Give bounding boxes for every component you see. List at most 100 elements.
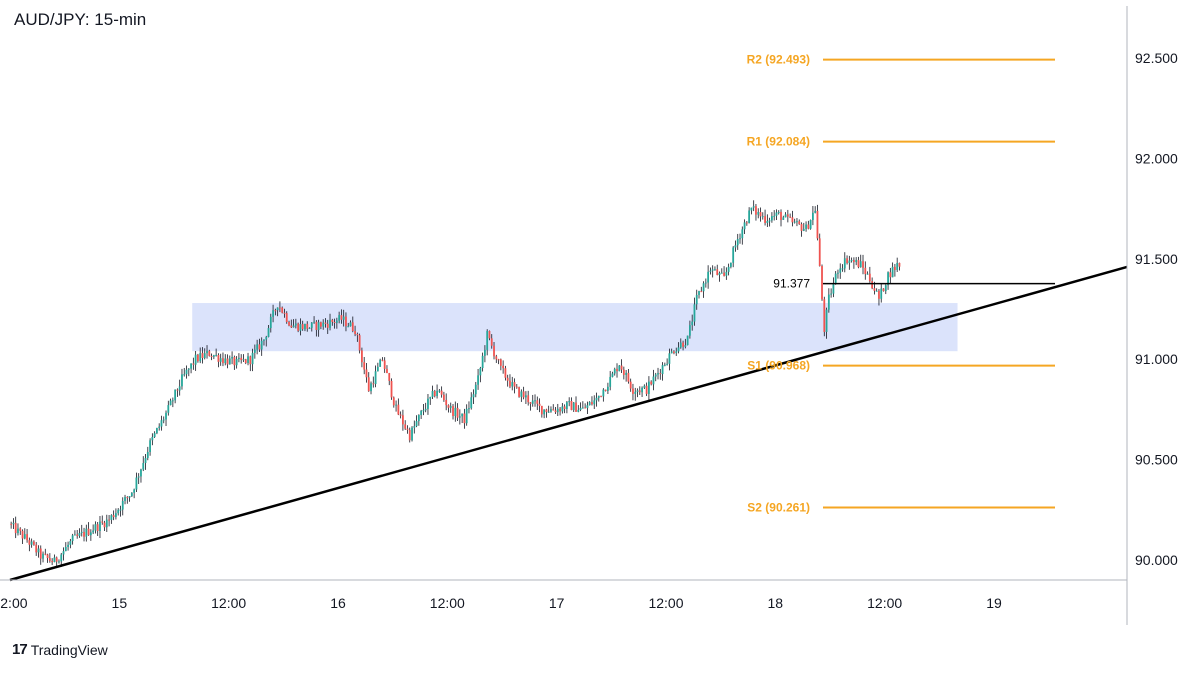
candle-body xyxy=(14,522,17,534)
candle-body xyxy=(800,224,803,231)
candle-body xyxy=(805,224,807,229)
candle-body xyxy=(700,291,703,293)
candle-body xyxy=(812,212,814,221)
candle-body xyxy=(87,528,90,536)
candle-body xyxy=(431,391,434,397)
candle-body xyxy=(153,433,156,437)
candle-body xyxy=(525,395,527,398)
candle-body xyxy=(650,381,653,385)
candle-body xyxy=(561,406,564,412)
candle-body xyxy=(832,283,835,294)
candle-body xyxy=(183,374,186,376)
candle-body xyxy=(607,386,609,391)
candle-body xyxy=(716,269,719,275)
candle-body xyxy=(26,534,28,541)
candle-body xyxy=(253,349,256,353)
candle-body xyxy=(698,291,700,295)
candle-body xyxy=(326,323,329,328)
candle-body xyxy=(244,359,247,363)
candle-body xyxy=(308,327,311,329)
candle-body xyxy=(602,389,605,397)
candle-body xyxy=(140,469,142,477)
candle-body xyxy=(60,554,63,562)
candle-body xyxy=(786,214,789,217)
candle-body xyxy=(463,413,466,424)
candle-body xyxy=(807,224,810,229)
candle-body xyxy=(766,220,769,223)
candle-body xyxy=(868,273,871,282)
candle-body xyxy=(449,406,452,408)
candle-body xyxy=(219,358,222,362)
candle-body xyxy=(324,322,327,324)
candle-body xyxy=(69,540,72,545)
candle-body xyxy=(837,272,839,274)
candle-body xyxy=(167,405,170,413)
candle-body xyxy=(663,364,666,366)
candle-body xyxy=(641,387,643,393)
candle-body xyxy=(734,245,737,248)
candle-body xyxy=(288,321,290,326)
candle-body xyxy=(48,558,51,561)
candle-body xyxy=(625,372,628,375)
candle-body xyxy=(704,282,707,284)
candle-body xyxy=(322,322,325,327)
candle-body xyxy=(12,522,15,525)
candle-body xyxy=(62,551,65,555)
candle-body xyxy=(495,356,498,360)
candle-body xyxy=(53,557,56,563)
candle-body xyxy=(51,560,54,563)
candle-body xyxy=(691,321,694,326)
candle-body xyxy=(566,402,568,410)
candle-body xyxy=(55,557,58,562)
candle-body xyxy=(162,419,165,421)
candle-body xyxy=(30,541,33,545)
candle-body xyxy=(670,351,673,354)
candle-body xyxy=(497,359,500,361)
candle-body xyxy=(158,426,161,429)
candle-body xyxy=(632,388,634,394)
candle-body xyxy=(531,400,534,404)
x-axis[interactable]: 12:00 15 12:00 16 12:00 17 12:00 18 12:00 19 xyxy=(0,595,1002,611)
x-tick-label: 12:00 xyxy=(430,595,465,611)
candle-body xyxy=(739,238,741,240)
pivot-levels-group: R2 (92.493) R1 (92.084) S1 (90.968) S2 (90.… xyxy=(747,53,1055,515)
candle-body xyxy=(115,513,117,518)
candle-body xyxy=(342,316,345,320)
candle-body xyxy=(743,222,746,230)
candle-body xyxy=(857,259,860,268)
candle-body xyxy=(611,373,614,377)
candle-body xyxy=(151,436,154,441)
candle-body xyxy=(294,323,297,326)
candle-body xyxy=(830,293,833,295)
candle-body xyxy=(821,266,823,300)
candle-body xyxy=(634,391,637,394)
candle-body xyxy=(33,541,35,545)
candle-body xyxy=(673,351,675,354)
candle-body xyxy=(283,312,286,314)
candle-body xyxy=(92,530,95,533)
candle-body xyxy=(579,407,582,410)
candle-body xyxy=(732,247,735,263)
pivot-level-label: S1 (90.968) xyxy=(747,359,810,373)
candle-body xyxy=(185,369,188,375)
candle-body xyxy=(99,521,101,531)
candle-body xyxy=(260,340,263,350)
x-tick-label: 15 xyxy=(112,595,128,611)
candle-body xyxy=(757,212,760,215)
candle-body xyxy=(187,368,190,370)
candle-body xyxy=(89,532,92,536)
candle-body xyxy=(745,222,748,224)
candle-body xyxy=(347,326,350,328)
candle-body xyxy=(538,403,541,406)
candle-body xyxy=(103,522,106,528)
candle-body xyxy=(695,294,698,305)
candle-body xyxy=(816,210,819,239)
tradingview-branding[interactable]: 17 TradingView xyxy=(12,641,108,658)
candle-body xyxy=(818,238,821,267)
candle-body xyxy=(356,334,359,336)
candle-body xyxy=(586,405,589,409)
y-axis[interactable]: 92.500 92.000 91.500 91.000 90.500 90.000 xyxy=(1135,50,1178,568)
candle-body xyxy=(160,420,163,427)
candle-body xyxy=(256,344,259,350)
